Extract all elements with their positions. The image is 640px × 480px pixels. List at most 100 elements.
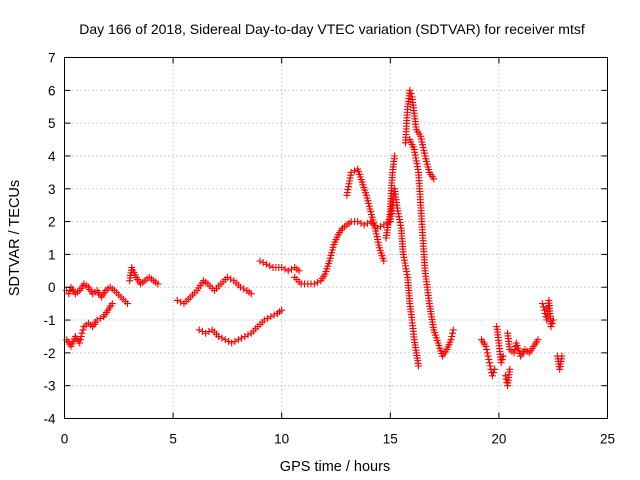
data-point — [486, 359, 493, 367]
data-point — [498, 355, 506, 363]
data-point — [295, 267, 303, 275]
data-point — [241, 333, 249, 340]
data-point — [547, 323, 555, 331]
y-tick-label: -3 — [43, 379, 55, 394]
data-point — [202, 329, 210, 337]
data-point — [177, 298, 185, 306]
data-point — [549, 316, 557, 324]
data-point — [347, 168, 355, 176]
data-point — [558, 352, 566, 360]
data-point — [221, 336, 229, 344]
data-point — [284, 267, 292, 275]
chart-title: Day 166 of 2018, Sidereal Day-to-day VTE… — [79, 21, 585, 37]
data-point — [65, 290, 73, 298]
data-point — [482, 342, 490, 350]
data-point — [266, 262, 274, 270]
data-point — [264, 314, 272, 322]
data-point — [351, 167, 358, 175]
x-tick-label: 20 — [491, 432, 506, 447]
data-point — [198, 328, 206, 335]
data-point — [205, 328, 213, 335]
data-point — [420, 149, 428, 157]
data-point — [260, 316, 268, 324]
data-point — [247, 290, 255, 298]
data-point — [397, 221, 405, 229]
x-tick-label: 25 — [600, 432, 615, 447]
data-point — [256, 257, 264, 265]
data-point — [240, 285, 248, 293]
data-point — [154, 280, 162, 288]
data-point — [488, 372, 496, 380]
data-point — [344, 186, 352, 194]
data-point — [96, 314, 104, 322]
x-axis-label: GPS time / hours — [280, 459, 390, 475]
y-tick-label: 5 — [48, 116, 56, 131]
data-point — [448, 333, 456, 340]
data-point — [539, 303, 547, 311]
data-point — [396, 216, 403, 223]
y-tick-label: 1 — [48, 247, 56, 262]
data-point — [483, 349, 491, 357]
data-point — [173, 296, 181, 304]
data-point — [108, 300, 116, 308]
data-point — [218, 334, 226, 342]
y-tick-label: 4 — [48, 149, 56, 164]
data-point — [278, 264, 286, 271]
data-point — [499, 352, 507, 360]
y-tick-label: -1 — [43, 313, 55, 328]
data-point — [538, 300, 546, 308]
data-point — [406, 86, 414, 94]
data-point — [77, 333, 85, 340]
y-tick-label: 0 — [48, 280, 56, 295]
data-point — [377, 223, 384, 230]
data-point — [228, 339, 236, 347]
data-point — [314, 278, 321, 286]
data-point — [310, 280, 318, 288]
x-tick-label: 15 — [383, 432, 398, 447]
data-point — [484, 352, 492, 360]
data-point — [497, 359, 505, 367]
data-point — [394, 210, 402, 218]
data-point — [195, 326, 203, 334]
data-point — [79, 326, 87, 334]
data-point — [357, 219, 365, 227]
data-point — [244, 331, 252, 339]
data-point — [227, 275, 235, 283]
data-point — [403, 271, 411, 278]
data-point — [76, 339, 84, 347]
data-point — [76, 336, 84, 344]
data-point — [225, 337, 232, 345]
data-point — [223, 273, 231, 281]
tick-layer: 0 5 10 15 20 25 -4 -3 -2 -1 0 1 2 3 4 5 6 7 — [43, 51, 615, 447]
data-point — [263, 260, 270, 268]
y-axis-label: SDTVAR / TECUs — [7, 180, 23, 296]
data-point — [534, 336, 542, 344]
data-point — [501, 372, 509, 380]
data-point — [449, 326, 457, 334]
data-point — [491, 365, 499, 373]
data-point — [399, 250, 407, 258]
data-point — [393, 201, 401, 209]
x-tick-label: 5 — [169, 432, 177, 447]
data-point — [506, 365, 514, 373]
y-tick-label: 7 — [48, 51, 56, 66]
data-point — [486, 362, 494, 370]
data-point — [541, 306, 548, 314]
data-point — [270, 311, 278, 319]
data-point — [364, 219, 371, 227]
data-point — [511, 346, 519, 354]
data-point — [449, 329, 457, 337]
data-point — [354, 218, 362, 226]
y-tick-label: 3 — [48, 182, 56, 197]
data-point — [407, 90, 415, 98]
y-tick-label: -2 — [43, 346, 55, 361]
data-point — [238, 334, 245, 342]
data-point — [215, 333, 223, 340]
data-point — [510, 349, 518, 357]
data-point — [383, 219, 391, 227]
data-point — [412, 154, 420, 162]
x-tick-label: 0 — [61, 432, 69, 447]
data-point — [548, 319, 556, 327]
